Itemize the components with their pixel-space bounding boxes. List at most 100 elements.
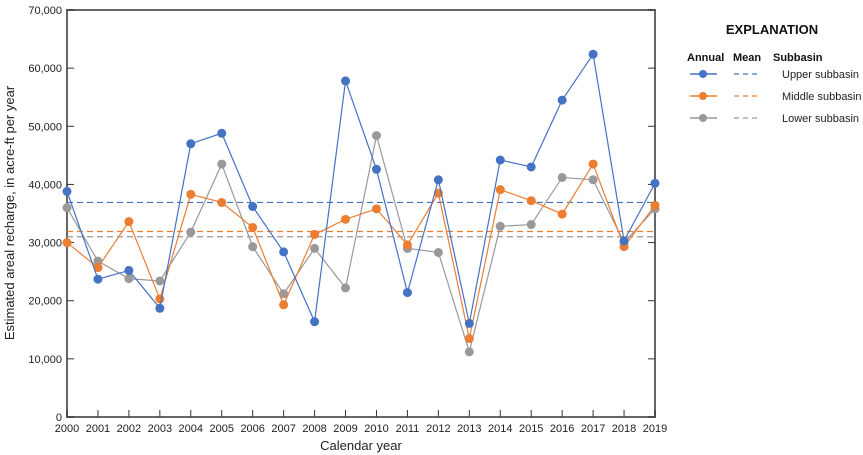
series-line-middle <box>66 162 656 339</box>
data-point-lower <box>155 276 165 286</box>
plot-frame <box>66 9 656 418</box>
x-tick-label: 2003 <box>148 423 172 435</box>
x-tick-label: 2012 <box>426 423 450 435</box>
x-tick-label: 2009 <box>333 423 357 435</box>
data-point-upper <box>619 236 629 246</box>
legend: EXPLANATION Annual Mean Subbasin Upper s… <box>687 22 862 125</box>
x-axis-label: Calendar year <box>320 438 402 453</box>
data-point-upper <box>186 139 196 149</box>
x-tick-label: 2017 <box>581 423 605 435</box>
data-point-lower <box>464 347 474 357</box>
x-tick-label: 2018 <box>612 423 636 435</box>
data-point-lower <box>310 243 320 253</box>
data-point-upper <box>310 317 320 327</box>
x-tick-label: 2016 <box>550 423 574 435</box>
x-tick-label: 2005 <box>209 423 233 435</box>
data-point-lower <box>279 289 289 299</box>
data-point-lower <box>588 175 598 185</box>
data-point-middle <box>464 334 474 344</box>
y-tick-label: 30,000 <box>28 238 62 250</box>
x-tick-label: 2006 <box>240 423 264 435</box>
y-tick-label: 50,000 <box>28 121 62 133</box>
data-point-lower <box>62 203 72 213</box>
data-point-upper <box>526 162 536 172</box>
x-tick-label: 2013 <box>457 423 481 435</box>
x-tick-label: 2001 <box>86 423 110 435</box>
legend-annual-marker <box>699 92 707 100</box>
legend-label: Middle subbasin <box>782 91 862 103</box>
data-point-middle <box>557 209 567 219</box>
y-tick-label: 70,000 <box>28 5 62 17</box>
data-point-middle <box>371 204 381 214</box>
data-point-upper <box>464 318 474 328</box>
data-point-middle <box>650 200 660 210</box>
x-tick-label: 2010 <box>364 423 388 435</box>
y-tick-label: 20,000 <box>28 296 62 308</box>
legend-annual-marker <box>699 70 707 78</box>
data-point-lower <box>124 274 134 284</box>
data-point-lower <box>341 283 351 293</box>
y-tick-label: 60,000 <box>28 63 62 75</box>
data-point-lower <box>557 172 567 182</box>
x-tick-label: 2002 <box>117 423 141 435</box>
data-point-middle <box>186 189 196 199</box>
data-point-upper <box>371 164 381 174</box>
x-tick-label: 2000 <box>55 423 79 435</box>
legend-title: EXPLANATION <box>726 22 818 37</box>
data-point-upper <box>217 128 227 138</box>
data-point-upper <box>557 95 567 105</box>
data-point-lower <box>248 242 258 252</box>
x-tick-label: 2008 <box>302 423 326 435</box>
data-point-upper <box>248 202 258 212</box>
data-point-upper <box>62 186 72 196</box>
data-point-lower <box>186 227 196 237</box>
y-tick-label: 10,000 <box>28 354 62 366</box>
legend-header-annual: Annual <box>687 52 724 64</box>
y-axis-label: Estimated areal recharge, in acre-ft per… <box>2 85 17 340</box>
legend-header-subbasin: Subbasin <box>773 52 823 64</box>
data-point-upper <box>341 76 351 86</box>
data-point-lower <box>217 159 227 169</box>
data-point-upper <box>124 265 134 275</box>
series-line-upper <box>66 52 656 324</box>
data-point-middle <box>526 196 536 206</box>
data-point-upper <box>155 303 165 313</box>
data-point-lower <box>433 247 443 257</box>
data-point-middle <box>93 263 103 273</box>
legend-label: Upper subbasin <box>782 69 859 81</box>
data-point-upper <box>402 288 412 298</box>
x-tick-label: 2019 <box>643 423 667 435</box>
data-point-middle <box>402 240 412 250</box>
x-tick-label: 2004 <box>179 423 203 435</box>
data-point-upper <box>93 274 103 284</box>
data-point-lower <box>495 221 505 231</box>
data-point-upper <box>650 178 660 188</box>
data-point-upper <box>588 49 598 59</box>
series-line-lower <box>66 135 656 355</box>
legend-header-mean: Mean <box>733 52 761 64</box>
data-point-middle <box>495 185 505 195</box>
data-point-middle <box>310 229 320 239</box>
y-tick-label: 0 <box>56 412 62 424</box>
data-point-upper <box>495 155 505 165</box>
data-point-middle <box>124 217 134 227</box>
data-point-middle <box>279 300 289 310</box>
data-point-lower <box>371 131 381 141</box>
x-tick-label: 2011 <box>396 423 420 435</box>
data-point-middle <box>155 294 165 304</box>
data-point-middle <box>248 222 258 232</box>
x-tick-label: 2007 <box>271 423 295 435</box>
data-point-upper <box>279 247 289 257</box>
data-point-lower <box>526 220 536 230</box>
x-tick-label: 2015 <box>519 423 543 435</box>
legend-label: Lower subbasin <box>782 113 859 125</box>
legend-annual-marker <box>699 114 707 122</box>
plot-area: 0 10,000 20,000 30,000 40,000 50,000 60,000 70,… <box>28 5 667 435</box>
data-point-middle <box>341 214 351 224</box>
y-tick-label: 40,000 <box>28 179 62 191</box>
data-point-upper <box>433 175 443 185</box>
x-tick-label: 2014 <box>488 423 512 435</box>
data-point-middle <box>217 197 227 207</box>
data-point-middle <box>62 238 72 248</box>
